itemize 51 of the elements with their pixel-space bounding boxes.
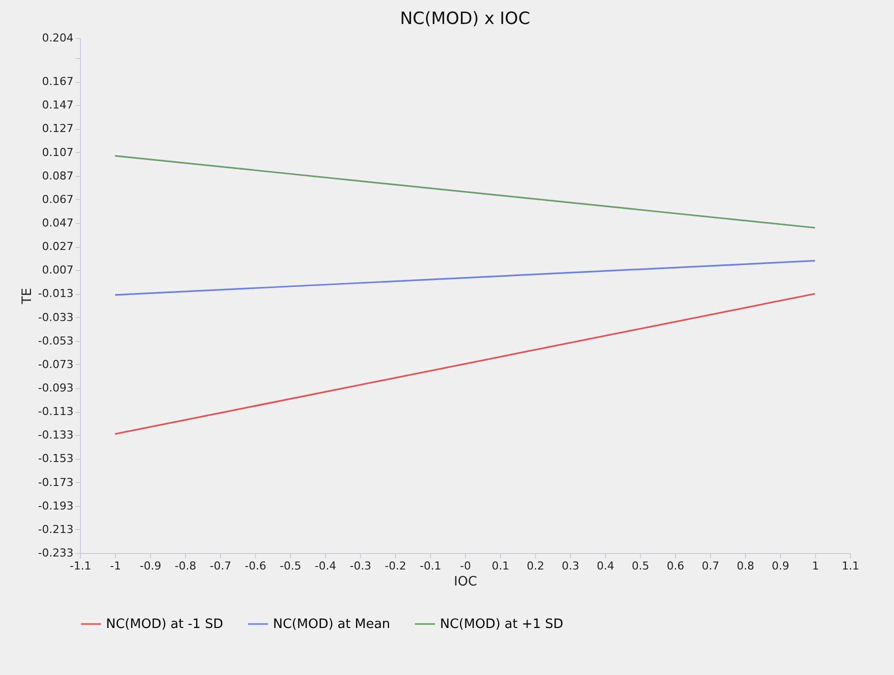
legend-label: NC(MOD) at -1 SD [106,617,224,632]
x-tick-label: -0.5 [280,560,302,572]
x-tick-label: 0.2 [526,560,544,572]
legend-label: NC(MOD) at +1 SD [440,617,564,632]
x-axis-title: IOC [454,574,478,590]
y-tick-label: -0.193 [38,499,74,512]
y-tick-label: 0.147 [42,98,74,112]
x-tick-label: -1 [110,560,121,572]
y-tick-label: -0.113 [38,405,74,418]
y-axis-title: TE [20,288,36,306]
x-tick-label: 0.7 [702,560,720,572]
x-tick-label: -0.3 [350,560,372,572]
x-tick-label: 0.8 [736,560,754,572]
legend-label: NC(MOD) at Mean [273,617,390,632]
x-tick-label: -0 [460,560,471,572]
y-tick-label: 0.067 [42,192,74,206]
x-tick-label: 0.1 [492,560,510,572]
y-tick-label: 0.127 [42,122,74,136]
x-tick-label: -0.1 [420,560,442,572]
y-tick-label: -0.093 [38,382,74,395]
y-tick-label: -0.053 [38,334,74,348]
x-tick-label: -1.1 [70,560,92,572]
y-tick-label: 0.007 [42,264,74,277]
y-tick-label: -0.233 [38,546,74,560]
x-tick-label: 0.9 [772,560,790,572]
x-tick-label: 1 [812,560,819,572]
y-tick-label: -0.013 [38,287,74,300]
y-tick-label: 0.167 [42,75,74,88]
x-tick-label: 1.1 [842,560,860,572]
y-tick-label: -0.133 [38,428,74,442]
x-tick-label: -0.9 [140,560,162,572]
y-tick-label: -0.033 [38,310,74,324]
x-tick-label: 0.6 [666,560,684,572]
y-tick-label: -0.213 [38,522,74,536]
chart-title: NC(MOD) x IOC [400,9,530,29]
x-tick-label: -0.8 [174,560,196,572]
y-tick-label: 0.047 [42,216,74,230]
y-tick-label: 0.087 [42,169,74,182]
x-tick-label: -0.7 [210,560,232,572]
x-tick-label: -0.4 [314,560,336,572]
x-tick-label: -0.2 [384,560,406,572]
y-tick-label: 0.027 [42,240,74,254]
y-tick-label: -0.173 [38,476,74,489]
y-tick-label: -0.153 [38,452,74,466]
y-tick-label: -0.073 [38,358,74,371]
x-tick-label: 0.3 [562,560,580,572]
y-tick-label: 0.204 [42,32,74,44]
x-tick-label: 0.4 [596,560,614,572]
x-tick-label: -0.6 [244,560,266,572]
y-tick-label: 0.107 [42,146,74,159]
x-tick-label: 0.5 [632,560,650,572]
